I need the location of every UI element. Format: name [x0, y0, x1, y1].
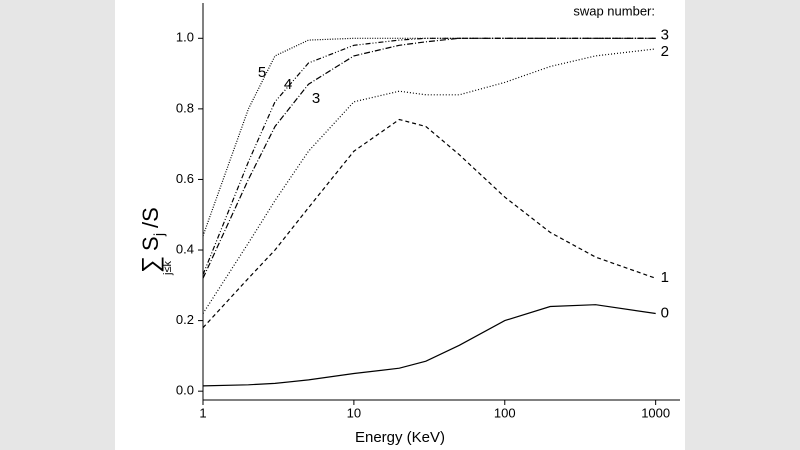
y-tick-label: 0.4 — [176, 241, 194, 256]
series-line — [202, 118, 656, 329]
y-axis-label: ∑ j≤k S j /S — [137, 207, 174, 276]
y-label-sum-sub: j≤k — [162, 261, 174, 276]
series-line — [202, 304, 656, 387]
x-tick-label: 100 — [494, 405, 516, 420]
series-label: 5 — [258, 64, 266, 81]
series-label: 1 — [661, 269, 669, 286]
series-line — [202, 37, 656, 237]
legend-title: swap number: — [573, 3, 655, 18]
y-label-tail: /S — [138, 207, 163, 228]
x-axis-label: Energy (KeV) — [355, 429, 445, 446]
y-label-sum: ∑ — [137, 256, 164, 273]
panel — [115, 0, 685, 450]
series-label: 2 — [661, 43, 669, 60]
y-tick-label: 0.6 — [176, 171, 194, 186]
series-label: 0 — [661, 305, 669, 322]
series-label: 3 — [312, 90, 320, 107]
y-label-main-sub: j — [151, 233, 167, 237]
y-label-main: S — [138, 236, 163, 251]
x-tick-label: 1000 — [641, 405, 670, 420]
series-line — [202, 37, 656, 279]
x-tick-label: 1 — [199, 405, 206, 420]
series-label: 4 — [284, 76, 292, 93]
x-tick-label: 10 — [347, 405, 361, 420]
y-tick-label: 1.0 — [176, 30, 194, 45]
series-label: 3 — [661, 26, 669, 43]
y-tick-label: 0.2 — [176, 312, 194, 327]
y-tick-label: 0.0 — [176, 383, 194, 398]
y-tick-label: 0.8 — [176, 100, 194, 115]
